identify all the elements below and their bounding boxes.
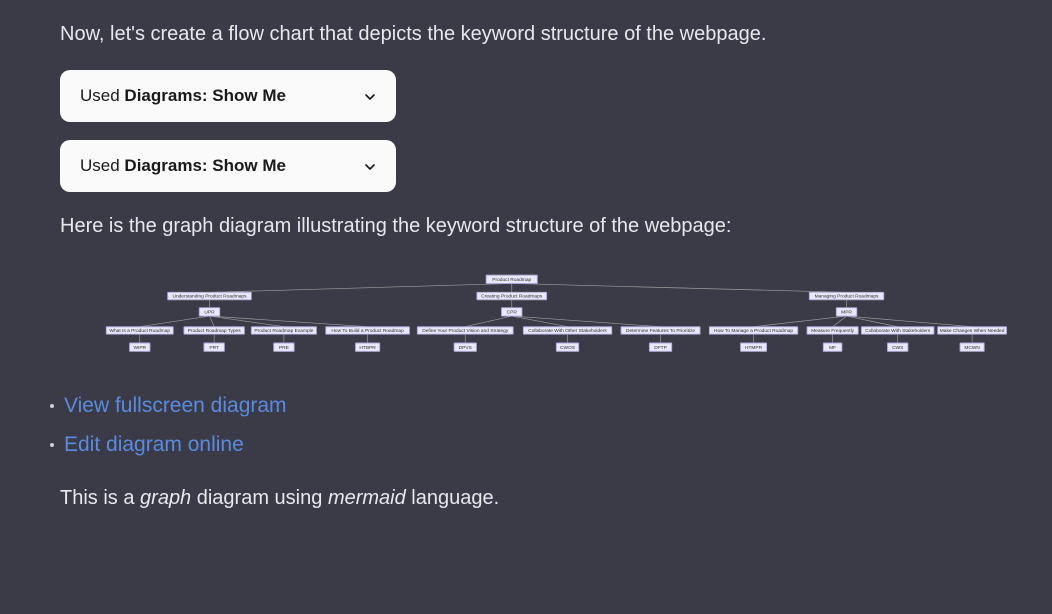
svg-text:Product Roadmap: Product Roadmap xyxy=(492,277,531,283)
plugin-name: Diagrams: Show Me xyxy=(124,156,286,175)
svg-text:Creating Product Roadmaps: Creating Product Roadmaps xyxy=(481,294,543,300)
svg-text:CWS: CWS xyxy=(892,345,903,351)
footer-text: This is a graph diagram using mermaid la… xyxy=(60,487,992,510)
svg-text:WIPR: WIPR xyxy=(133,345,146,351)
svg-text:DFTP: DFTP xyxy=(654,345,667,351)
footer-a: This is a xyxy=(60,487,140,509)
svg-text:Understanding Product Roadmaps: Understanding Product Roadmaps xyxy=(172,294,247,300)
svg-text:Product Roadmap Example: Product Roadmap Example xyxy=(254,328,313,334)
diagram-svg: Product Roadmap Understanding Product Roa… xyxy=(60,270,1010,363)
svg-text:PRE: PRE xyxy=(279,345,290,351)
result-caption: Here is the graph diagram illustrating t… xyxy=(60,212,992,240)
svg-text:HTBPR: HTBPR xyxy=(359,345,376,351)
svg-text:CPR: CPR xyxy=(507,309,518,315)
svg-text:MPR: MPR xyxy=(841,309,852,315)
svg-text:Collaborate With Stakeholders: Collaborate With Stakeholders xyxy=(865,328,931,334)
svg-text:Measure Frequently: Measure Frequently xyxy=(811,328,855,334)
view-fullscreen-link[interactable]: View fullscreen diagram xyxy=(64,394,287,417)
svg-text:Collaborate With Other Stakeho: Collaborate With Other Stakeholders xyxy=(528,328,607,334)
svg-text:MF: MF xyxy=(829,345,836,351)
list-item: Edit diagram online xyxy=(64,432,992,457)
edit-online-link[interactable]: Edit diagram online xyxy=(64,433,244,456)
plugin-name: Diagrams: Show Me xyxy=(124,86,286,105)
plugin-prefix: Used xyxy=(80,156,124,175)
svg-text:CWOS: CWOS xyxy=(560,345,575,351)
svg-text:Define Your Product Vision and: Define Your Product Vision and Strategy xyxy=(422,328,509,334)
chevron-down-icon xyxy=(362,89,376,103)
footer-e: language. xyxy=(406,487,499,509)
action-links: View fullscreen diagram Edit diagram onl… xyxy=(64,393,992,457)
footer-d: mermaid xyxy=(328,487,406,509)
svg-text:Managing Product Roadmaps: Managing Product Roadmaps xyxy=(815,294,879,300)
intro-text: Now, let's create a flow chart that depi… xyxy=(60,20,992,48)
footer-c: diagram using xyxy=(191,487,328,509)
svg-text:Make Changes When Needed: Make Changes When Needed xyxy=(940,328,1005,334)
svg-text:UPR: UPR xyxy=(204,309,215,315)
plugin-label: Used Diagrams: Show Me xyxy=(80,156,286,176)
svg-text:PRT: PRT xyxy=(209,345,219,351)
svg-text:Determine Features To Prioriti: Determine Features To Prioritize xyxy=(626,328,695,334)
svg-text:What Is a Product Roadmap: What Is a Product Roadmap xyxy=(109,328,170,334)
list-item: View fullscreen diagram xyxy=(64,393,992,418)
footer-b: graph xyxy=(140,487,191,509)
diagram: Product Roadmap Understanding Product Roa… xyxy=(60,270,1010,363)
svg-text:MCWN: MCWN xyxy=(964,345,980,351)
svg-text:How To Manage a Product Roadma: How To Manage a Product Roadmap xyxy=(714,328,793,334)
plugin-prefix: Used xyxy=(80,86,124,105)
svg-text:Product Roadmap Types: Product Roadmap Types xyxy=(188,328,242,334)
plugin-label: Used Diagrams: Show Me xyxy=(80,86,286,106)
svg-text:DPVS: DPVS xyxy=(459,345,472,351)
chevron-down-icon xyxy=(362,159,376,173)
plugin-call-2[interactable]: Used Diagrams: Show Me xyxy=(60,140,396,192)
plugin-call-1[interactable]: Used Diagrams: Show Me xyxy=(60,70,396,122)
svg-text:How To Build a Product Roadmap: How To Build a Product Roadmap xyxy=(331,328,404,334)
svg-text:HTMPR: HTMPR xyxy=(745,345,763,351)
